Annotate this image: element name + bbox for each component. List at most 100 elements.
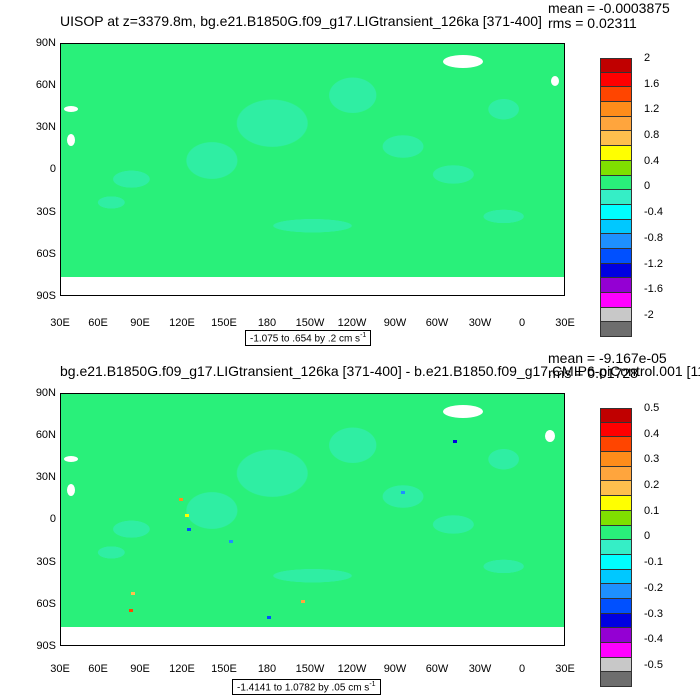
anomaly-marker [187, 528, 191, 531]
map-plot-area [60, 43, 565, 296]
colorbar-swatch [600, 554, 632, 570]
anomaly-marker [131, 592, 135, 595]
colorbar-swatch [600, 175, 632, 191]
colorbar-label: 0.4 [644, 427, 660, 440]
lon-tick-label: 60E [88, 317, 108, 329]
colorbar-label: -1.2 [644, 257, 663, 270]
greenland-landmass [443, 405, 483, 418]
colorbar-swatch [600, 278, 632, 293]
anomaly-marker [185, 514, 189, 517]
lat-tick-label: 90S [36, 290, 56, 302]
range-text: -1.075 to .654 by .2 cm s [250, 333, 361, 345]
map-panel-bottom: bg.e21.B1850G.f09_g17.LIGtransient_126ka… [0, 350, 700, 700]
lon-tick-label: 150W [295, 663, 325, 675]
colorbar-swatch [600, 146, 632, 161]
colorbar-swatch [600, 72, 632, 88]
lon-tick-label: 90E [130, 317, 150, 329]
contour-range-label: -1.075 to .654 by .2 cm s-1 [245, 330, 372, 347]
rms-stat: rms = 0.02311 [548, 15, 637, 31]
colorbar-swatch [600, 672, 632, 688]
panel-title: bg.e21.B1850G.f09_g17.LIGtransient_126ka… [60, 363, 700, 379]
colorbar-swatch [600, 219, 632, 235]
colorbar-label: -0.4 [644, 206, 663, 219]
contour-range-label: -1.4141 to 1.0782 by .05 cm s-1 [232, 679, 381, 696]
colorbar-swatch [600, 307, 632, 323]
anomaly-marker [129, 609, 133, 612]
colorbar-label: -0.3 [644, 607, 663, 620]
colorbar-swatch [600, 643, 632, 658]
colorbar-swatch [600, 540, 632, 555]
colorbar-label: 0.4 [644, 154, 660, 167]
colorbar-label: 0.8 [644, 129, 660, 142]
lon-tick-label: 30E [555, 317, 575, 329]
colorbar-swatch [600, 481, 632, 497]
colorbar: 0.5 0.4 0.3 0.2 0.1 0 -0.1 -0.2 -0.3 -0.4 -0.5 [600, 402, 663, 688]
lat-tick-label: 60S [36, 248, 56, 260]
mean-stat: mean = -0.0003875 [548, 0, 670, 16]
lon-tick-label: 30E [50, 663, 70, 675]
colorbar-label: -0.8 [644, 231, 663, 244]
colorbar-swatch [600, 525, 632, 541]
colorbar-swatch [600, 293, 632, 308]
colorbar-label: 1.6 [644, 77, 660, 90]
lon-tick-label: 150E [211, 317, 237, 329]
colorbar-swatch [600, 408, 632, 423]
lon-tick-label: 30E [50, 317, 70, 329]
colorbar-swatch [600, 248, 632, 264]
colorbar: 2 1.6 1.2 0.8 0.4 0 -0.4 -0.8 -1.2 -1.6 -2 [600, 52, 663, 338]
lon-tick-label: 150W [295, 317, 325, 329]
range-unit-exponent: -1 [360, 332, 367, 339]
colorbar-swatch [600, 87, 632, 103]
colorbar-label: 0.1 [644, 504, 660, 517]
lon-tick-label: 30W [468, 663, 492, 675]
colorbar-swatch [600, 510, 632, 526]
island-landmass [67, 484, 75, 496]
mean-stat: mean = -9.167e-05 [548, 350, 667, 366]
colorbar-swatch [600, 160, 632, 176]
lat-tick-label: 90S [36, 640, 56, 652]
anomaly-marker [229, 540, 233, 543]
lat-tick-label: 30S [36, 556, 56, 568]
lon-tick-label: 120W [337, 663, 367, 675]
colorbar-swatch [600, 437, 632, 453]
lat-tick-label: 30N [35, 471, 56, 483]
ocean-field [61, 44, 564, 278]
colorbar-swatch [600, 613, 632, 629]
range-text: -1.4141 to 1.0782 by .05 cm s [237, 682, 370, 694]
lon-tick-label: 90E [130, 663, 150, 675]
lat-tick-label: 90N [35, 37, 56, 49]
colorbar-label: -0.2 [644, 581, 663, 594]
lon-tick-label: 0 [518, 663, 526, 675]
colorbar-label: 0 [644, 180, 651, 193]
anomaly-marker [301, 600, 305, 603]
colorbar-swatch [600, 131, 632, 147]
lon-tick-label: 120E [169, 663, 195, 675]
colorbar-label: -0.1 [644, 556, 663, 569]
ocean-field [61, 394, 564, 628]
colorbar-swatch [600, 466, 632, 482]
colorbar-swatch [600, 58, 632, 73]
colorbar-swatch [600, 422, 632, 438]
colorbar-swatch [600, 584, 632, 599]
lon-tick-label: 30W [468, 317, 492, 329]
range-unit-exponent: -1 [369, 681, 376, 688]
lat-tick-label: 60S [36, 598, 56, 610]
colorbar-swatch [600, 598, 632, 614]
lon-tick-label: 120E [169, 317, 195, 329]
colorbar-label: 0.3 [644, 453, 660, 466]
lon-tick-label: 180 [257, 317, 277, 329]
anomaly-marker [179, 498, 183, 501]
lon-tick-label: 0 [518, 317, 526, 329]
lon-tick-label: 120W [337, 317, 367, 329]
colorbar-label: 0 [644, 530, 651, 543]
island-landmass [545, 430, 555, 442]
island-landmass [551, 76, 559, 86]
lon-tick-label: 90W [383, 663, 407, 675]
rms-stat: rms = 0.01728 [548, 365, 638, 381]
colorbar-swatch [600, 116, 632, 132]
colorbar-swatch [600, 569, 632, 585]
island-landmass [67, 134, 75, 146]
lat-tick-label: 90N [35, 387, 56, 399]
map-panel-top: UISOP at z=3379.8m, bg.e21.B1850G.f09_g1… [35, 0, 670, 347]
colorbar-label: -0.5 [644, 658, 663, 671]
